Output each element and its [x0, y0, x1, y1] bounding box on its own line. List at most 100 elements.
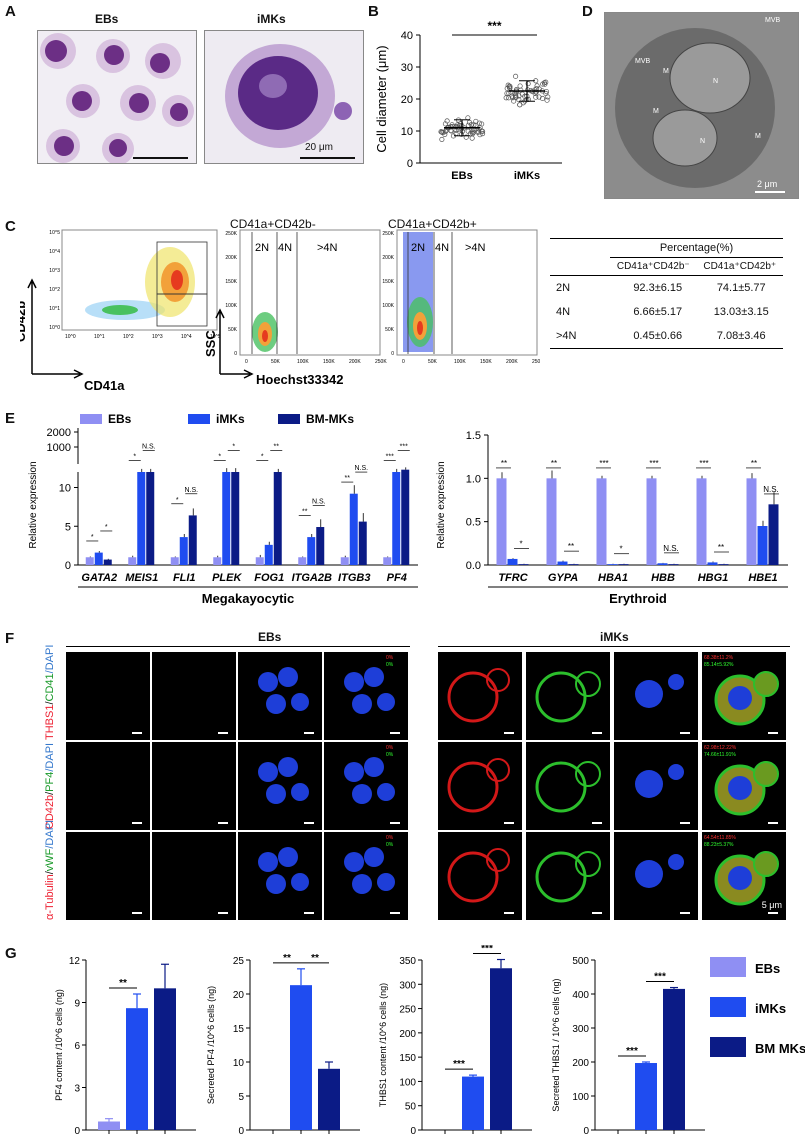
tick-label-g: 3	[74, 1084, 80, 1095]
sig-label-e-left: **	[274, 443, 280, 450]
sig-label-g: **	[119, 978, 127, 989]
fluor-cells	[344, 847, 395, 894]
table-cell-ploidy: 4N	[556, 306, 571, 318]
bar-e-right	[496, 478, 507, 565]
xtick-label-c3: 150K	[480, 359, 492, 365]
micrograph-imks: 20 μm	[204, 30, 364, 164]
micrograph-ebs-cells	[40, 33, 194, 163]
data-point-b	[444, 118, 450, 124]
sig-label-e-right: **	[568, 542, 574, 551]
fluor-cells	[258, 757, 309, 804]
legend-label-g: BM MKs	[755, 1041, 805, 1056]
row-label-marker1: CD42b	[44, 794, 56, 830]
row-label-marker1: THBS1	[44, 704, 56, 740]
sig-label-e-left: N.S.	[354, 465, 368, 472]
row-label-dapi: /DAPI	[44, 819, 56, 849]
legend-swatch-e	[188, 414, 210, 424]
log-tick-label-y: 10^2	[49, 287, 60, 293]
fluor-tile	[438, 832, 522, 920]
tick-label-b: 40	[401, 30, 413, 42]
fluor-cells	[714, 671, 779, 726]
scale-bar	[218, 912, 228, 914]
log-tick-label-y: 10^0	[49, 325, 60, 331]
row-label-sep: /	[44, 871, 56, 875]
pct-red: 64.54±11.85%	[704, 835, 736, 841]
tick-label-b: 20	[401, 94, 413, 106]
scale-bar	[592, 822, 602, 824]
fluor-cells	[344, 667, 395, 714]
log-tick-label-y: 10^5	[49, 230, 60, 236]
sig-label-e-left: *	[176, 497, 179, 504]
fluor-cells	[344, 757, 395, 804]
panel-a-ebs-title: EBs	[95, 12, 119, 26]
tick-label-g: 400	[572, 990, 589, 1001]
log-tick-label-y: 10^1	[49, 306, 60, 312]
sig-label-e-left: *	[133, 453, 136, 460]
bar-e-right	[557, 561, 568, 565]
data-point-b	[480, 128, 486, 135]
scale-bar	[390, 732, 400, 734]
table-cell-a: 6.66±5.17	[633, 306, 683, 318]
row-label-marker1: α-Tubulin	[44, 874, 56, 920]
scale-bar	[592, 912, 602, 914]
row-label-sep: /	[44, 791, 56, 795]
sig-label-e-right: *	[619, 545, 622, 554]
pct-green: 0%	[386, 842, 394, 848]
flow-cytometry-plots: 10^5 10^4 10^3 10^2 10^1 10^0 10^0 10^1 10^2 10^3…	[20, 229, 540, 393]
tick-label-g: 200	[399, 1029, 416, 1040]
fluor-cells	[635, 764, 684, 798]
sig-label-e-left: N.S.	[312, 498, 326, 505]
data-point-b	[543, 90, 549, 97]
sig-label-e-left: **	[302, 508, 308, 515]
sig-label-e-left: ***	[386, 453, 394, 460]
xtick-label-c2: 150K	[323, 359, 335, 365]
panel-label-c: C	[5, 218, 16, 235]
table-cell-a: 92.3±6.15	[633, 282, 683, 294]
tick-label-e-left: 5	[65, 521, 71, 533]
bar-e-left	[264, 544, 273, 565]
sig-label-e-right: *	[519, 540, 522, 549]
bar-e-right	[746, 478, 757, 565]
group-label-e-right: Erythroid	[609, 591, 667, 606]
fluor-cells	[447, 758, 510, 813]
data-point-b	[465, 122, 471, 128]
scale-bar	[768, 822, 778, 824]
bar-e-right	[696, 478, 707, 565]
fluor-tile	[438, 652, 522, 740]
bar-e-left	[392, 472, 401, 565]
fluor-cells	[635, 674, 684, 708]
bar-e-right	[607, 564, 618, 565]
bar-e-right	[657, 563, 668, 565]
scale-bar	[768, 732, 778, 734]
bar-e-right	[546, 478, 557, 565]
legend-swatch-g	[710, 1037, 746, 1057]
bar-e-left	[401, 469, 410, 565]
scale-bar	[132, 912, 142, 914]
log-tick-label-x: 10^4	[181, 334, 192, 340]
xtick-label-e-right: TFRC	[498, 572, 528, 584]
data-point-b	[517, 83, 523, 89]
bar-e-right	[518, 564, 529, 565]
bar-e-left	[316, 527, 325, 565]
pct-green: 88.23±5.37%	[704, 842, 734, 848]
ytick-label-c3: 150K	[382, 279, 394, 285]
tick-label-g: 5	[238, 1092, 244, 1103]
fluor-tile	[66, 832, 150, 920]
xtick-label-e-left: PLEK	[212, 572, 242, 584]
bar-e-left	[85, 557, 94, 565]
data-point-b	[540, 81, 546, 87]
ylabel-g: THBS1 content /10^6 cells (ng)	[378, 983, 388, 1107]
sig-label-e-right: N.S.	[763, 485, 779, 494]
tick-label-g: 200	[572, 1058, 589, 1069]
scale-bar	[504, 822, 514, 824]
data-point-b	[533, 89, 539, 95]
sig-label-e-right: **	[551, 459, 557, 468]
sig-label-e-right: ***	[649, 459, 658, 468]
scale-bar	[504, 912, 514, 914]
sig-label-g: **	[283, 953, 291, 964]
data-point-b	[476, 126, 482, 132]
panel-f-ebs-title: EBs	[258, 630, 282, 644]
panel-label-d: D	[582, 3, 593, 20]
panel-label-f: F	[5, 630, 15, 647]
tick-label-e-right: 1.0	[466, 473, 481, 485]
